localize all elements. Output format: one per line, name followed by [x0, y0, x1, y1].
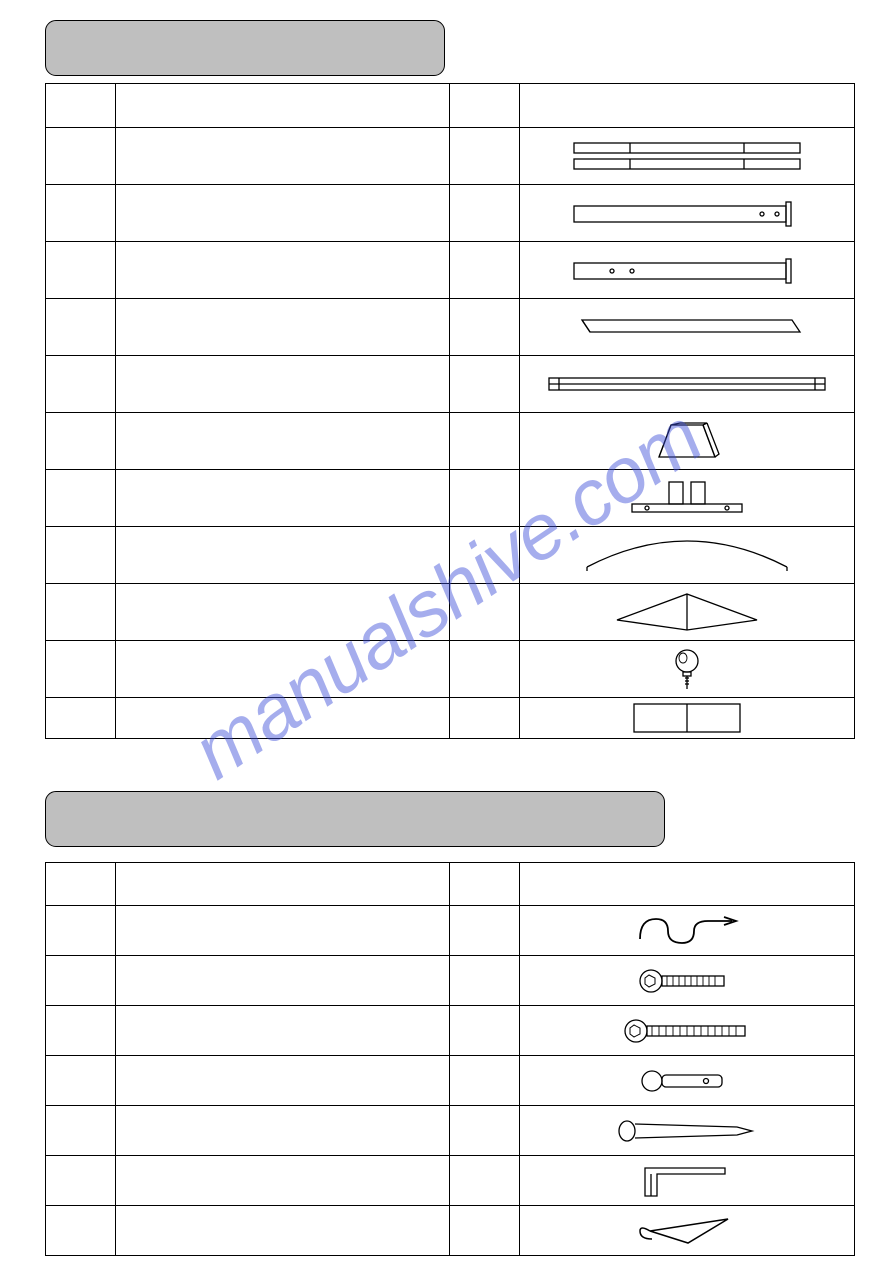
table-row	[46, 906, 855, 956]
bracket-icon	[627, 478, 747, 518]
lower-arm-icon	[572, 196, 802, 230]
table-row	[46, 698, 855, 739]
table-row	[46, 1206, 855, 1256]
shelf-icon	[572, 312, 802, 342]
pin-short-icon	[640, 1066, 735, 1096]
allen-key-icon	[637, 1162, 737, 1200]
stake-icon	[617, 1116, 757, 1146]
table-row	[46, 413, 855, 470]
table-header-row	[46, 84, 855, 128]
panel-icon	[632, 702, 742, 734]
table-row	[46, 356, 855, 413]
table-row	[46, 641, 855, 698]
section-header-1	[45, 20, 445, 76]
lower-arm-2-icon	[572, 253, 802, 287]
table-row	[46, 1006, 855, 1056]
canopy-icon	[612, 590, 762, 634]
table-row	[46, 527, 855, 584]
upper-post-icon	[572, 139, 802, 173]
triangle-hook-icon	[632, 1213, 742, 1249]
table-row	[46, 470, 855, 527]
table-row	[46, 242, 855, 299]
spring-clip-icon	[632, 913, 742, 949]
table-row	[46, 956, 855, 1006]
table-row	[46, 1056, 855, 1106]
section-header-2	[45, 791, 665, 847]
table-header-row	[46, 863, 855, 906]
table-row	[46, 128, 855, 185]
table-row	[46, 1106, 855, 1156]
truss-icon	[582, 537, 792, 573]
table-row	[46, 1156, 855, 1206]
table-row	[46, 584, 855, 641]
hardware-table	[45, 862, 855, 1256]
bolt-long-icon	[622, 1017, 752, 1045]
knob-icon	[665, 647, 709, 691]
bolt-short-icon	[637, 967, 737, 995]
foot-cap-icon	[653, 419, 721, 463]
table-row	[46, 299, 855, 356]
bar-icon	[547, 374, 827, 394]
parts-table	[45, 83, 855, 739]
table-row	[46, 185, 855, 242]
